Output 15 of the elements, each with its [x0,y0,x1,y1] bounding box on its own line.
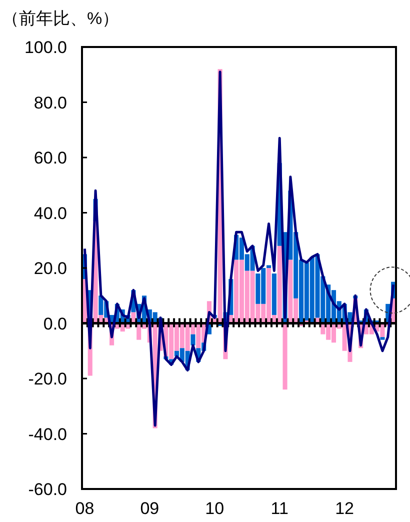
y-tick-label: 0.0 [43,314,67,334]
y-tick-label: -20.0 [28,370,67,388]
x-tick-label: 08 [75,499,94,518]
y-tick-label: 100.0 [24,38,67,57]
y-tick-label: 60.0 [34,148,67,168]
x-tick-label: 12 [335,499,354,518]
x-tick-label: 09 [140,499,160,518]
y-tick-label: 80.0 [34,93,67,112]
y-tick-label: 40.0 [34,204,67,223]
y-tick-label: -60.0 [28,480,67,499]
x-tick-label: 11 [270,499,288,518]
x-tick-label: 10 [205,499,224,518]
y-axis-title: （前年比、%） [2,9,120,28]
y-tick-label: -40.0 [28,424,67,444]
y-tick-label: 20.0 [34,259,67,278]
